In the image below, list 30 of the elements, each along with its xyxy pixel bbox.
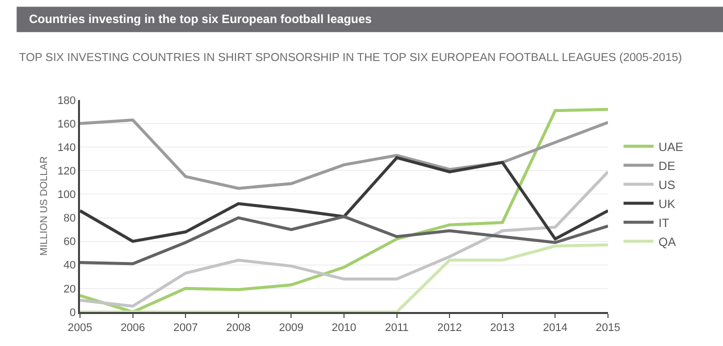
y-tick-label: 0 <box>70 306 76 319</box>
x-tick-label: 2011 <box>384 322 409 334</box>
y-tick-label: 60 <box>64 236 76 248</box>
y-tick-label: 120 <box>57 166 76 178</box>
legend-label: UAE <box>658 140 684 154</box>
x-tick-label: 2008 <box>226 322 251 334</box>
legend-label: US <box>658 178 676 192</box>
x-tick-label: 2013 <box>490 322 515 334</box>
chart-subtitle: TOP SIX INVESTING COUNTRIES IN SHIRT SPONSORSHIP IN THE TOP SIX EUROPEAN FOOTBALL LEAGUES (2005-2015) <box>19 52 682 64</box>
x-tick-label: 2015 <box>596 322 620 334</box>
legend-label: IT <box>658 216 670 230</box>
legend-label: DE <box>658 158 676 173</box>
y-axis-title: MILLION US DOLLAR <box>38 156 50 256</box>
y-tick-label: 80 <box>64 212 76 225</box>
x-tick-label: 2012 <box>437 322 462 334</box>
y-tick-label: 160 <box>57 118 76 130</box>
y-tick-label: 20 <box>64 283 76 296</box>
x-tick-label: 2009 <box>278 322 304 334</box>
x-tick-label: 2005 <box>68 322 92 334</box>
y-tick-label: 100 <box>57 189 76 202</box>
legend-label: UK <box>658 196 676 211</box>
x-tick-label: 2007 <box>173 322 198 334</box>
x-tick-label: 2006 <box>120 322 146 334</box>
y-tick-label: 180 <box>57 94 76 107</box>
legend-label: QA <box>658 234 676 249</box>
chart-title: Countries investing in the top six European football leagues <box>29 12 372 26</box>
x-tick-label: 2010 <box>332 322 356 334</box>
x-tick-label: 2014 <box>542 322 568 334</box>
y-tick-label: 140 <box>57 142 76 154</box>
y-tick-label: 40 <box>64 260 76 272</box>
